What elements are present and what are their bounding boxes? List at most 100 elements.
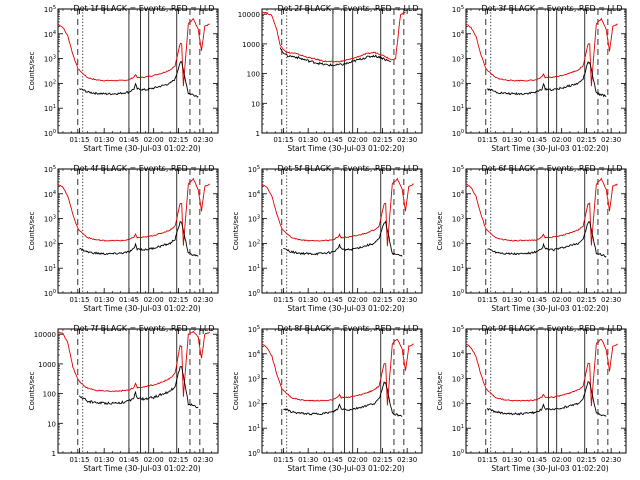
y-axis-label: Counts/sec (436, 212, 444, 251)
y-tick-label: 10 (47, 420, 56, 428)
x-tick-label: 01:45 (323, 456, 343, 464)
plot-area (262, 329, 414, 453)
x-tick-label: 01:30 (94, 136, 114, 144)
y-tick-label: 1 (52, 450, 56, 458)
y-tick-label: 102 (248, 239, 260, 248)
lld-series-line (466, 177, 619, 246)
y-tick-label: 105 (44, 165, 56, 174)
lld-series-line (262, 177, 414, 247)
x-axis-label: Start Time (30-Jul-03 01:02:20) (491, 304, 608, 313)
x-axis-label: Start Time (30-Jul-03 01:02:20) (491, 144, 608, 153)
y-tick-label: 102 (452, 79, 464, 88)
y-tick-label: 102 (44, 239, 56, 248)
x-tick-label: 01:45 (527, 136, 547, 144)
lld-series-line (262, 11, 406, 63)
y-tick-label: 101 (248, 424, 260, 433)
x-tick-label: 01:45 (119, 456, 139, 464)
x-tick-label: 02:15 (372, 296, 392, 304)
x-axis-label: Start Time (30-Jul-03 01:02:20) (287, 464, 404, 473)
y-tick-label: 100 (452, 449, 464, 458)
events-series-line (79, 366, 199, 409)
x-tick-label: 02:00 (144, 456, 164, 464)
y-tick-label: 103 (452, 215, 464, 224)
x-tick-label: 02:30 (193, 456, 213, 464)
panel-det-4f: Det 4f BLACK = Events, RED = LLD10010110… (28, 164, 219, 313)
y-tick-label: 103 (44, 215, 56, 224)
plot-area (58, 169, 211, 293)
x-tick-label: 01:15 (69, 456, 89, 464)
x-axis-label: Start Time (30-Jul-03 01:02:20) (83, 304, 200, 313)
y-tick-label: 100 (44, 289, 56, 298)
panel-det-9f: Det 9f BLACK = Events, RED = LLD10010110… (436, 324, 627, 473)
y-tick-label: 101 (248, 264, 260, 273)
x-tick-label: 01:30 (94, 456, 114, 464)
x-tick-label: 01:30 (502, 136, 522, 144)
y-axis-label: Counts/sec (436, 372, 444, 411)
events-series-line (487, 61, 607, 98)
plot-area (466, 169, 619, 293)
y-tick-label: 102 (248, 399, 260, 408)
y-tick-label: 10000 (34, 331, 56, 339)
panel-det-8f: Det 8f BLACK = Events, RED = LLD10010110… (232, 324, 423, 473)
x-tick-label: 01:30 (298, 456, 318, 464)
y-tick-label: 105 (452, 165, 464, 174)
x-tick-label: 02:30 (397, 296, 417, 304)
x-tick-label: 01:15 (273, 136, 293, 144)
y-tick-label: 104 (452, 350, 464, 359)
y-tick-label: 103 (452, 375, 464, 384)
x-tick-label: 02:30 (601, 296, 621, 304)
x-tick-label: 02:30 (601, 136, 621, 144)
x-axis-label: Start Time (30-Jul-03 01:02:20) (83, 144, 200, 153)
x-tick-label: 02:15 (372, 136, 392, 144)
x-tick-label: 02:15 (372, 456, 392, 464)
y-axis-label: Counts/sec (28, 52, 36, 91)
x-axis-label: Start Time (30-Jul-03 01:02:20) (491, 464, 608, 473)
plot-frame (57, 328, 219, 454)
x-tick-label: 01:15 (69, 296, 89, 304)
y-tick-label: 105 (44, 5, 56, 14)
x-tick-label: 01:30 (502, 296, 522, 304)
plot-area (58, 329, 211, 453)
plot-area (466, 329, 619, 453)
x-tick-label: 01:45 (323, 136, 343, 144)
x-tick-label: 02:15 (576, 296, 596, 304)
y-tick-label: 10000 (238, 11, 260, 19)
plot-frame (57, 168, 219, 294)
panel-det-3f: Det 3f BLACK = Events, RED = LLD10010110… (452, 4, 627, 153)
x-tick-label: 02:00 (144, 296, 164, 304)
y-axis-label: Counts/sec (232, 212, 240, 251)
x-tick-label: 01:30 (298, 136, 318, 144)
plot-area (466, 9, 618, 133)
x-tick-label: 02:15 (168, 136, 188, 144)
x-tick-label: 01:30 (298, 296, 318, 304)
y-tick-label: 105 (452, 325, 464, 334)
events-series-line (283, 220, 403, 257)
lld-series-line (58, 330, 211, 397)
y-tick-label: 102 (452, 239, 464, 248)
y-tick-label: 101 (452, 104, 464, 113)
panel-det-6f: Det 6f BLACK = Events, RED = LLD10010110… (436, 164, 627, 313)
x-tick-label: 02:30 (601, 456, 621, 464)
y-axis-label: Counts/sec (28, 212, 36, 251)
events-series-line (487, 221, 607, 258)
y-tick-label: 105 (248, 165, 260, 174)
y-tick-label: 100 (247, 71, 260, 79)
x-tick-label: 01:15 (477, 456, 497, 464)
x-tick-label: 01:45 (119, 136, 139, 144)
panel-det-2f: Det 2f BLACK = Events, RED = LLD11010010… (238, 4, 423, 153)
plot-frame (261, 328, 423, 454)
y-tick-label: 101 (452, 264, 464, 273)
plot-frame (261, 8, 423, 134)
y-tick-label: 102 (452, 399, 464, 408)
x-tick-label: 01:30 (502, 456, 522, 464)
y-tick-label: 104 (44, 190, 56, 199)
x-tick-label: 01:15 (69, 136, 89, 144)
x-tick-label: 02:00 (348, 136, 368, 144)
y-tick-label: 103 (44, 55, 56, 64)
y-tick-label: 101 (452, 424, 464, 433)
y-axis-label: Counts/sec (28, 372, 36, 411)
panel-det-1f: Det 1f BLACK = Events, RED = LLD10010110… (28, 4, 219, 153)
x-axis-label: Start Time (30-Jul-03 01:02:20) (287, 144, 404, 153)
x-tick-label: 02:15 (168, 456, 188, 464)
